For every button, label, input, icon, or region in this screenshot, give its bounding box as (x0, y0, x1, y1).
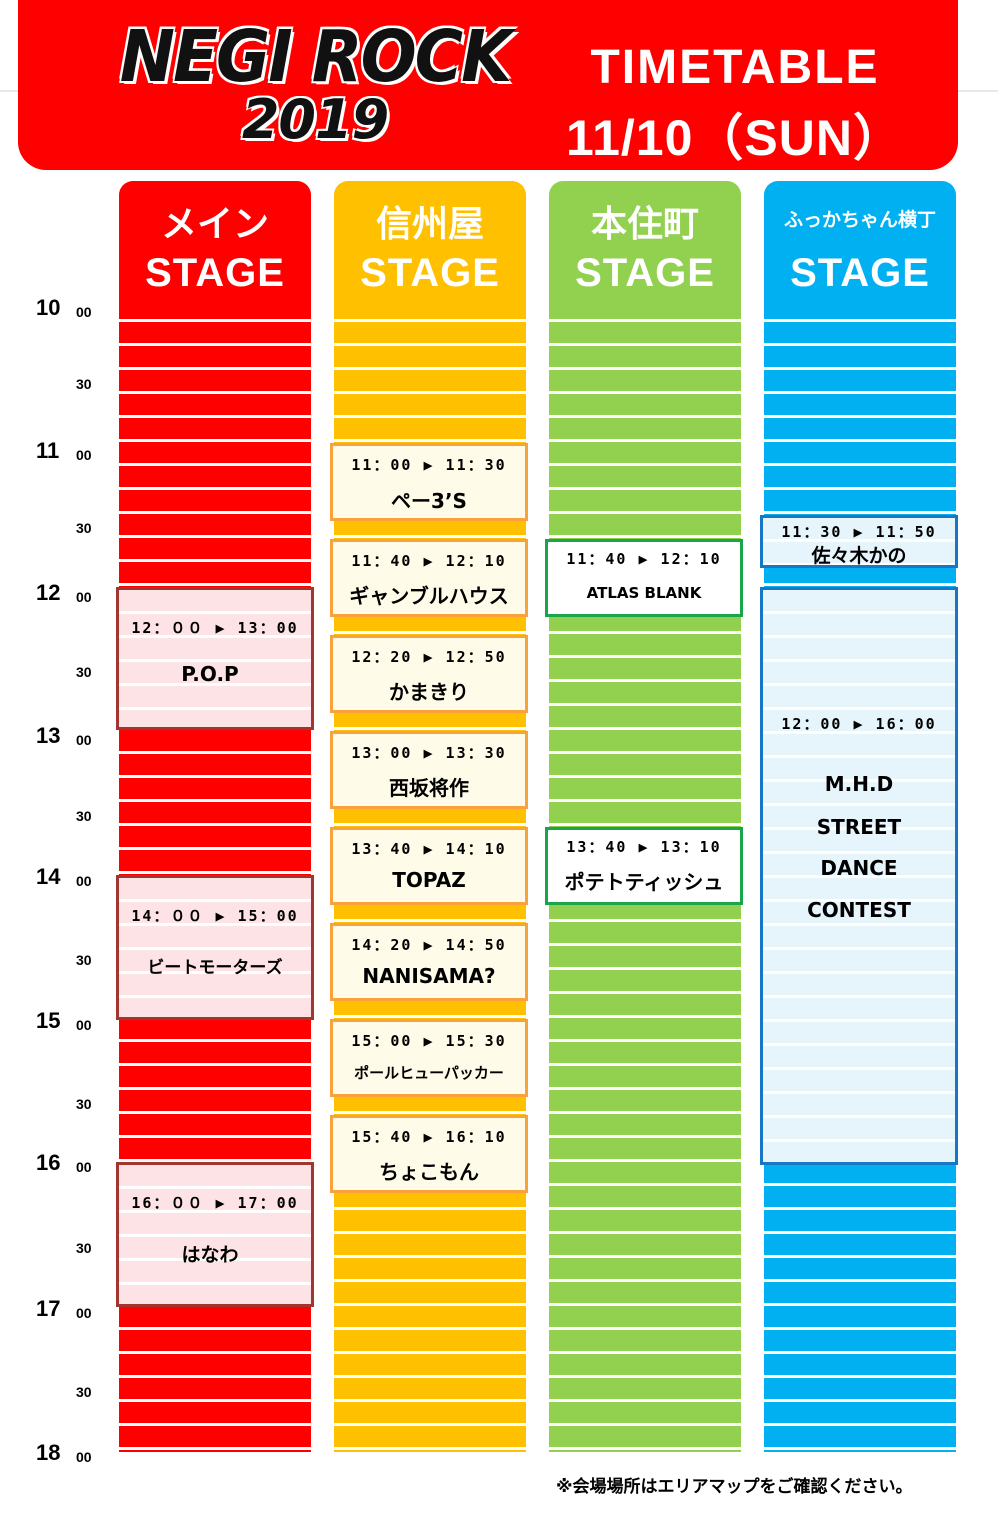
half-hour-label: 30 (76, 952, 92, 968)
fukka-slot[interactable]: 11：30 ▶ 11：50 佐々木かの (760, 515, 958, 568)
footer-note: ※会場場所はエリアマップをご確認ください。 (556, 1477, 913, 1497)
slot-time: 12：20 ▶ 12：50 (351, 648, 507, 666)
shinshu-slot[interactable]: 11：00 ▶ 11：30 ペー3’S (330, 443, 528, 521)
artist-name: ちょこもん (379, 1160, 479, 1184)
slot-time: 11：30 ▶ 11：50 (781, 523, 937, 541)
half-hour-label: 30 (76, 520, 92, 536)
artist-name: P.O.P (181, 662, 239, 686)
header-banner (18, 0, 958, 170)
slot-time: 12：00 ▶ 16：00 (781, 715, 937, 733)
stage-name-en: STAGE (360, 251, 500, 295)
slot-time: 15：00 ▶ 15：30 (351, 1032, 507, 1050)
fukka-slot[interactable]: 12：00 ▶ 16：00 M.H.D STREET DANCE CONTEST (760, 587, 958, 1165)
half-hour-label: 30 (76, 1384, 92, 1400)
half-hour-label: 30 (76, 664, 92, 680)
artist-name: 佐々木かの (811, 545, 907, 567)
slot-time: 11：00 ▶ 11：30 (351, 456, 507, 474)
half-hour-label: 30 (76, 376, 92, 392)
artist-name-line: STREET (816, 815, 902, 839)
artist-name: ATLAS BLANK (586, 584, 702, 602)
logo-year: 2019 (241, 88, 389, 151)
page-title: TIMETABLE (590, 41, 880, 94)
main-slot[interactable]: 12：００ ▶ 13：00 P.O.P (116, 587, 314, 730)
stage-name-en: STAGE (145, 251, 285, 295)
header-divider-right (958, 90, 998, 92)
artist-name: ポテトティッシュ (564, 870, 724, 894)
shinshu-slot[interactable]: 12：20 ▶ 12：50 かまきり (330, 635, 528, 713)
stage-name-en: STAGE (790, 251, 930, 295)
slot-time: 13：40 ▶ 13：10 (566, 838, 722, 856)
stage-header-main: メイン STAGE (119, 181, 311, 298)
artist-name-line: M.H.D (824, 772, 894, 796)
stage-name-jp: ふっかちゃん横丁 (783, 209, 936, 231)
shinshu-slot[interactable]: 15：40 ▶ 16：10 ちょこもん (330, 1115, 528, 1193)
half-hour-label: 30 (76, 808, 92, 824)
artist-name: はなわ (181, 1244, 239, 1266)
main-slot[interactable]: 14：００ ▶ 15：00 ビートモーターズ (116, 875, 314, 1020)
shinshu-slot[interactable]: 14：20 ▶ 14：50 NANISAMA? (330, 923, 528, 1001)
artist-name-line: DANCE (820, 856, 898, 880)
slot-time: 16：００ ▶ 17：00 (131, 1194, 299, 1212)
shinshu-slot[interactable]: 13：00 ▶ 13：30 西坂将作 (330, 731, 528, 809)
slot-time: 13：00 ▶ 13：30 (351, 744, 507, 762)
main-slot[interactable]: 16：００ ▶ 17：00 はなわ (116, 1162, 314, 1307)
artist-name: かまきり (389, 680, 469, 704)
half-hour-label: 30 (76, 1240, 92, 1256)
shinshu-slot[interactable]: 15：00 ▶ 15：30 ポールヒューパッカー (330, 1019, 528, 1097)
stage-header-shinshu: 信州屋 STAGE (334, 181, 526, 298)
stage-name-jp: 本住町 (590, 204, 699, 245)
slot-time: 15：40 ▶ 16：10 (351, 1128, 507, 1146)
stage-name-jp: 信州屋 (375, 204, 484, 245)
slot-time: 11：40 ▶ 12：10 (566, 550, 722, 568)
slot-time: 12：００ ▶ 13：00 (131, 619, 299, 637)
header-divider-left (0, 90, 18, 92)
slot-time: 11：40 ▶ 12：10 (351, 552, 507, 570)
stage-name-jp: メイン (160, 204, 269, 245)
stage-header-fukka: ふっかちゃん横丁 STAGE (764, 181, 956, 298)
slot-time: 14：20 ▶ 14：50 (351, 936, 507, 954)
artist-name: ギャンブルハウス (349, 584, 509, 608)
slot-time: 13：40 ▶ 14：10 (351, 840, 507, 858)
logo-title: NEGI ROCK (119, 14, 513, 99)
event-date: 11/10（SUN） (566, 110, 904, 166)
artist-name: ポールヒューパッカー (354, 1064, 504, 1082)
stage-header-honsumi: 本住町 STAGE (549, 181, 741, 298)
shinshu-slot[interactable]: 13：40 ▶ 14：10 TOPAZ (330, 827, 528, 905)
artist-name: NANISAMA? (362, 964, 496, 988)
artist-name-line: CONTEST (807, 898, 911, 922)
artist-name: ビートモーターズ (147, 958, 283, 978)
slot-time: 14：００ ▶ 15：00 (131, 907, 299, 925)
shinshu-slot[interactable]: 11：40 ▶ 12：10 ギャンブルハウス (330, 539, 528, 617)
honsumi-slot[interactable]: 13：40 ▶ 13：10 ポテトティッシュ (545, 827, 743, 905)
festival-logo: NEGI ROCK 2019 (100, 14, 530, 151)
artist-name: 西坂将作 (389, 776, 469, 800)
stage-name-en: STAGE (575, 251, 715, 295)
artist-name: TOPAZ (392, 868, 466, 892)
artist-name: ペー3’S (391, 489, 467, 513)
half-hour-label: 30 (76, 1096, 92, 1112)
honsumi-slot[interactable]: 11：40 ▶ 12：10 ATLAS BLANK (545, 539, 743, 617)
